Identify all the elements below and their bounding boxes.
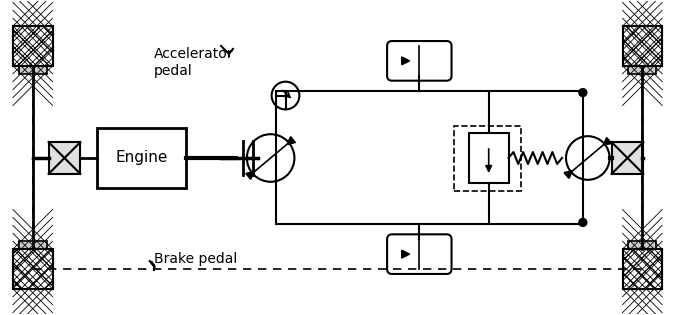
Bar — [13, 26, 53, 66]
FancyBboxPatch shape — [387, 41, 451, 81]
Bar — [13, 249, 53, 289]
Bar — [49, 142, 80, 174]
Bar — [623, 249, 662, 289]
Text: Engine: Engine — [116, 151, 168, 165]
Bar — [628, 64, 656, 74]
Text: pedal: pedal — [153, 64, 192, 78]
Bar — [623, 249, 662, 289]
Bar — [13, 249, 53, 289]
FancyBboxPatch shape — [387, 234, 451, 274]
Text: Brake pedal: Brake pedal — [153, 252, 237, 266]
Bar — [13, 249, 53, 289]
Polygon shape — [401, 250, 410, 258]
Text: Accelerator: Accelerator — [153, 47, 233, 61]
Circle shape — [579, 219, 587, 226]
Bar — [19, 241, 47, 251]
Circle shape — [272, 82, 299, 109]
Bar — [612, 142, 643, 174]
Bar — [13, 26, 53, 66]
Circle shape — [247, 134, 295, 182]
Polygon shape — [401, 57, 410, 65]
Bar — [97, 128, 186, 188]
Bar — [623, 26, 662, 66]
Bar — [13, 26, 53, 66]
Bar — [19, 64, 47, 74]
Circle shape — [566, 136, 610, 180]
Bar — [469, 133, 508, 183]
Bar — [623, 26, 662, 66]
Bar — [623, 26, 662, 66]
Bar — [628, 241, 656, 251]
Bar — [623, 249, 662, 289]
Circle shape — [579, 89, 587, 96]
Bar — [454, 126, 521, 191]
